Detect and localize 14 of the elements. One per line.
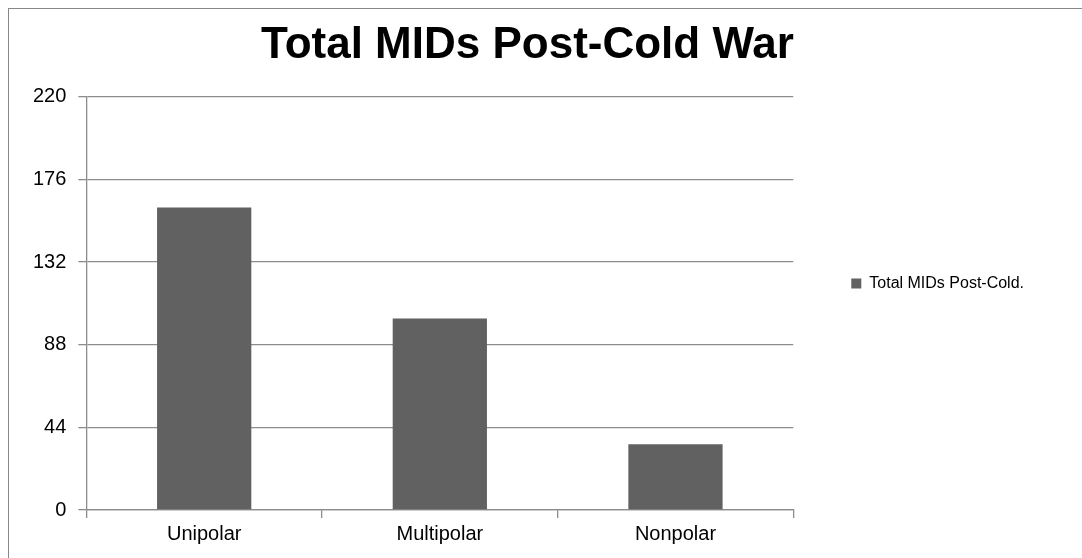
y-tick-label: 88 [44, 332, 67, 355]
y-tick-label: 132 [32, 249, 67, 272]
x-tick-label: Nonpolar [634, 521, 717, 544]
x-tick-label: Unipolar [166, 521, 242, 544]
bar [392, 318, 487, 510]
bar [157, 207, 252, 510]
y-tick-label: 176 [32, 166, 67, 189]
bar [628, 444, 723, 510]
y-tick-label: 44 [44, 414, 67, 437]
y-tick-label: 0 [55, 497, 67, 520]
chart-title: Total MIDs Post-Cold War [261, 17, 794, 67]
legend-label: Total MIDs Post-Cold. [869, 273, 1025, 291]
x-tick-label: Multipolar [396, 521, 484, 544]
y-tick-label: 220 [32, 84, 67, 107]
